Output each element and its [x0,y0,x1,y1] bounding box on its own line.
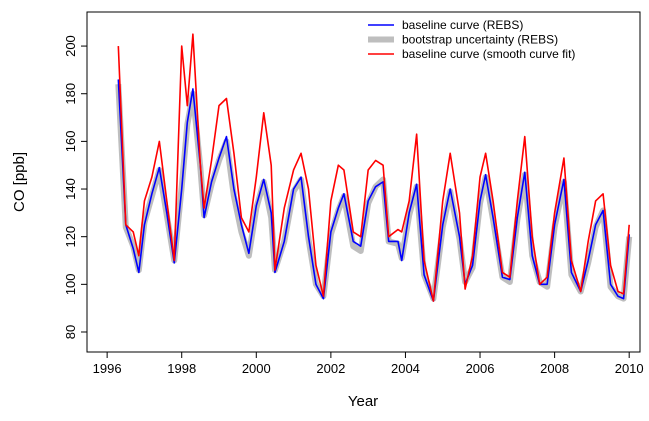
y-tick-label: 160 [63,131,78,153]
x-tick-label: 2006 [466,361,495,376]
x-tick-label: 1998 [167,361,196,376]
x-axis-label: Year [348,393,378,410]
x-tick-label: 2002 [316,361,345,376]
x-tick-label: 1996 [93,361,122,376]
y-axis-label: CO [ppb] [11,152,28,212]
y-tick-label: 180 [63,83,78,105]
x-tick-label: 2004 [391,361,420,376]
legend-label: baseline curve (smooth curve fit) [402,47,575,61]
x-tick-label: 2010 [615,361,644,376]
x-tick-label: 2008 [540,361,569,376]
y-tick-label: 80 [63,325,78,339]
legend-label: baseline curve (REBS) [402,18,523,32]
series-line [117,79,630,302]
y-tick-label: 200 [63,35,78,57]
legend-label: bootstrap uncertainty (REBS) [402,33,558,47]
series-line [117,33,630,302]
y-tick-label: 140 [63,178,78,200]
x-tick-label: 2000 [242,361,271,376]
y-tick-label: 100 [63,273,78,295]
plot-frame [86,11,641,353]
y-tick-label: 120 [63,226,78,248]
